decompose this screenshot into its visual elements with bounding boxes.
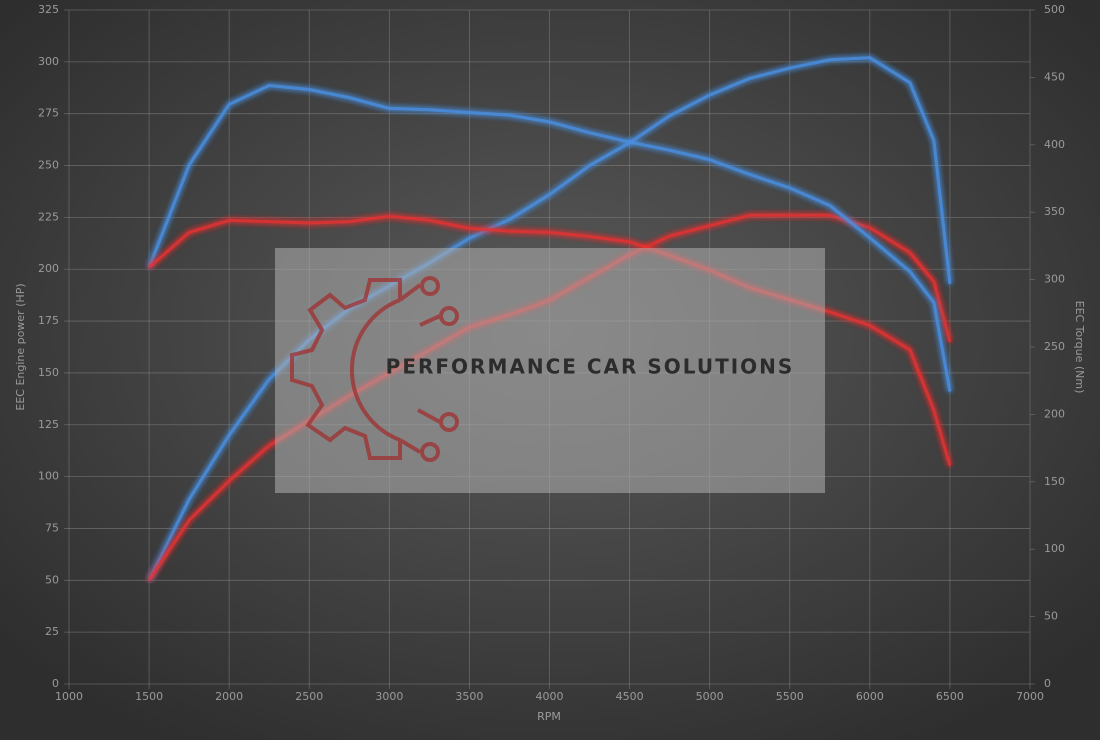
x-tick-label: 6500 bbox=[936, 690, 964, 703]
watermark-text: PERFORMANCE CAR SOLUTIONS bbox=[386, 355, 795, 379]
y-tick-label: 250 bbox=[38, 159, 59, 172]
y-axis-label: EEC Engine power (HP) bbox=[14, 283, 27, 410]
x-tick-label: 2000 bbox=[215, 690, 243, 703]
series-line bbox=[147, 83, 952, 392]
y-tick-label: 325 bbox=[38, 3, 59, 16]
x-tick-label: 1000 bbox=[55, 690, 83, 703]
y2-tick-label: 500 bbox=[1044, 3, 1065, 16]
y2-tick-label: 450 bbox=[1044, 70, 1065, 83]
y-tick-label: 225 bbox=[38, 210, 59, 223]
y2-tick-label: 250 bbox=[1044, 340, 1065, 353]
y2-tick-label: 0 bbox=[1044, 677, 1051, 690]
y2-tick-label: 300 bbox=[1044, 273, 1065, 286]
x-tick-label: 7000 bbox=[1016, 690, 1044, 703]
series-line bbox=[148, 214, 952, 467]
y-tick-label: 125 bbox=[38, 418, 59, 431]
watermark: PERFORMANCE CAR SOLUTIONS bbox=[275, 248, 825, 493]
y-tick-label: 175 bbox=[38, 314, 59, 327]
y2-tick-label: 150 bbox=[1044, 475, 1065, 488]
y-tick-label: 100 bbox=[38, 470, 59, 483]
x-tick-label: 4500 bbox=[616, 690, 644, 703]
x-axis-label: RPM bbox=[537, 710, 561, 723]
y2-tick-label: 400 bbox=[1044, 138, 1065, 151]
x-tick-label: 6000 bbox=[856, 690, 884, 703]
x-tick-label: 2500 bbox=[295, 690, 323, 703]
y-tick-label: 0 bbox=[52, 677, 59, 690]
x-tick-label: 4000 bbox=[536, 690, 564, 703]
x-tick-label: 1500 bbox=[135, 690, 163, 703]
y-tick-label: 300 bbox=[38, 55, 59, 68]
y2-tick-label: 350 bbox=[1044, 205, 1065, 218]
x-tick-label: 3000 bbox=[375, 690, 403, 703]
y2-tick-label: 100 bbox=[1044, 542, 1065, 555]
x-tick-label: 5500 bbox=[776, 690, 804, 703]
logo bbox=[290, 276, 459, 462]
y-tick-label: 150 bbox=[38, 366, 59, 379]
y-tick-label: 75 bbox=[45, 521, 59, 534]
x-tick-label: 3500 bbox=[455, 690, 483, 703]
y-tick-label: 275 bbox=[38, 107, 59, 120]
y2-tick-label: 200 bbox=[1044, 407, 1065, 420]
y-tick-label: 200 bbox=[38, 262, 59, 275]
y2-axis-label: EEC Torque (Nm) bbox=[1073, 301, 1086, 394]
y-tick-label: 25 bbox=[45, 625, 59, 638]
y2-tick-label: 50 bbox=[1044, 610, 1058, 623]
y-tick-label: 50 bbox=[45, 573, 59, 586]
x-tick-label: 5000 bbox=[696, 690, 724, 703]
